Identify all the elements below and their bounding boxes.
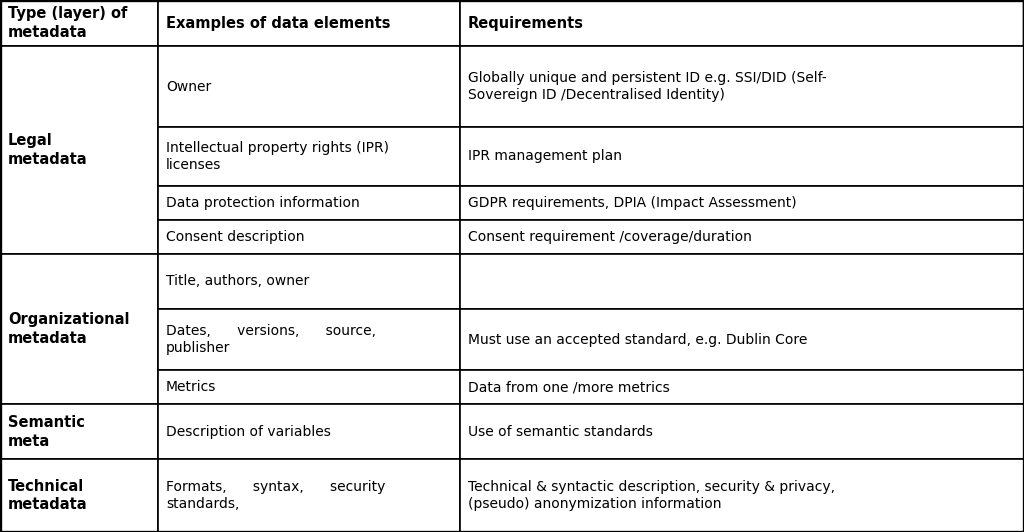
Bar — [158, 127, 460, 186]
Text: Description of variables: Description of variables — [166, 425, 331, 439]
Text: Dates,      versions,      source,
publisher: Dates, versions, source, publisher — [166, 324, 376, 355]
Bar — [0, 404, 158, 459]
Text: GDPR requirements, DPIA (Impact Assessment): GDPR requirements, DPIA (Impact Assessme… — [468, 196, 797, 210]
Text: Technical
metadata: Technical metadata — [8, 479, 88, 512]
Bar — [460, 370, 1024, 404]
Bar — [158, 404, 460, 459]
Bar — [460, 186, 1024, 220]
Text: Requirements: Requirements — [468, 15, 584, 30]
Text: Use of semantic standards: Use of semantic standards — [468, 425, 653, 439]
Text: Organizational
metadata: Organizational metadata — [8, 312, 129, 346]
Text: Title, authors, owner: Title, authors, owner — [166, 275, 309, 288]
Text: Must use an accepted standard, e.g. Dublin Core: Must use an accepted standard, e.g. Dubl… — [468, 332, 807, 346]
Text: Intellectual property rights (IPR)
licenses: Intellectual property rights (IPR) licen… — [166, 141, 389, 172]
Text: Consent description: Consent description — [166, 230, 304, 244]
Bar — [460, 0, 1024, 46]
Bar — [158, 254, 460, 309]
Text: Consent requirement /coverage/duration: Consent requirement /coverage/duration — [468, 230, 752, 244]
Bar — [460, 46, 1024, 127]
Bar — [0, 459, 158, 532]
Text: Legal
metadata: Legal metadata — [8, 133, 88, 167]
Bar — [0, 254, 158, 404]
Bar — [158, 309, 460, 370]
Text: Globally unique and persistent ID e.g. SSI/DID (Self-
Sovereign ID /Decentralise: Globally unique and persistent ID e.g. S… — [468, 71, 826, 102]
Bar — [158, 370, 460, 404]
Text: Metrics: Metrics — [166, 380, 216, 394]
Bar — [158, 0, 460, 46]
Bar — [460, 309, 1024, 370]
Text: Data from one /more metrics: Data from one /more metrics — [468, 380, 670, 394]
Text: Examples of data elements: Examples of data elements — [166, 15, 390, 30]
Bar — [158, 186, 460, 220]
Bar — [0, 46, 158, 254]
Text: Owner: Owner — [166, 79, 211, 94]
Text: Semantic
meta: Semantic meta — [8, 415, 85, 448]
Bar — [460, 459, 1024, 532]
Text: Formats,      syntax,      security
standards,: Formats, syntax, security standards, — [166, 480, 385, 511]
Bar — [158, 459, 460, 532]
Bar — [460, 254, 1024, 309]
Text: IPR management plan: IPR management plan — [468, 149, 622, 163]
Text: Technical & syntactic description, security & privacy,
(pseudo) anonymization in: Technical & syntactic description, secur… — [468, 480, 835, 511]
Bar — [460, 404, 1024, 459]
Bar — [460, 220, 1024, 254]
Bar — [0, 0, 158, 46]
Text: Type (layer) of
metadata: Type (layer) of metadata — [8, 6, 127, 40]
Bar — [158, 46, 460, 127]
Text: Data protection information: Data protection information — [166, 196, 359, 210]
Bar — [158, 220, 460, 254]
Bar — [460, 127, 1024, 186]
